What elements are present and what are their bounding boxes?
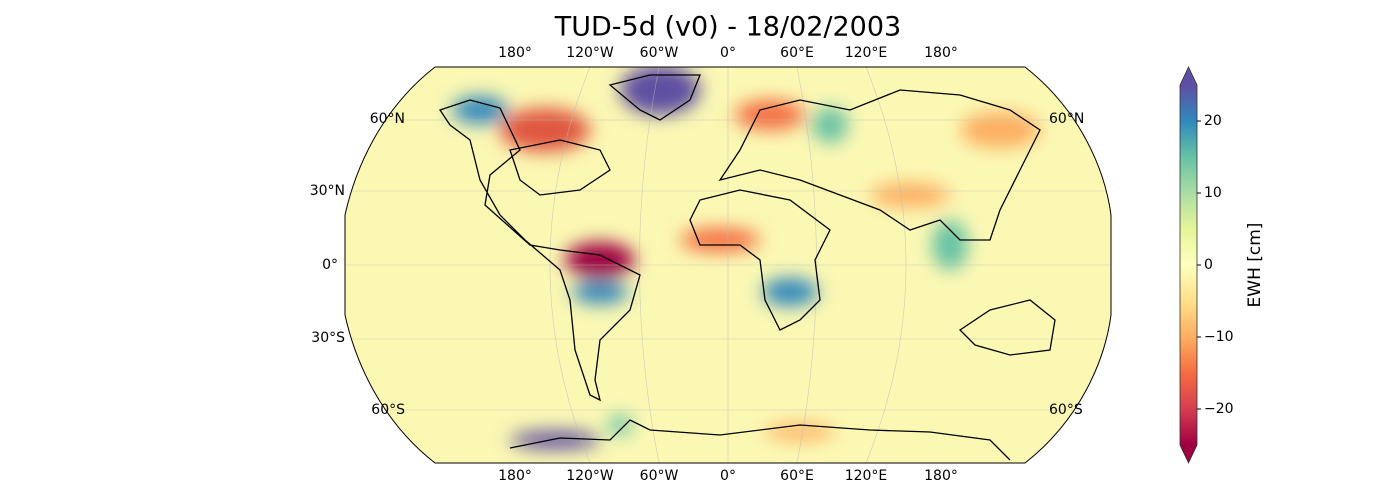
colorbar: −20 −10 0 10 20 EWH [cm] bbox=[1179, 66, 1265, 464]
lat-label: 0° bbox=[322, 257, 338, 273]
lon-label: 180° bbox=[498, 45, 532, 61]
colorbar-tick-label: 0 bbox=[1204, 257, 1213, 273]
lat-label: 30°S bbox=[311, 330, 345, 346]
map-border bbox=[344, 66, 1112, 464]
map-field bbox=[345, 67, 1111, 463]
lon-label: 120°E bbox=[845, 468, 888, 484]
graticule-labels: 180° 120°W 60°W 0° 60°E 120°E 180° 180° 120°W 60°… bbox=[310, 45, 1085, 484]
colorbar-extend-low bbox=[1180, 445, 1197, 463]
colorbar-tick-label: −20 bbox=[1204, 401, 1234, 417]
lon-label: 180° bbox=[924, 45, 958, 61]
lat-label: 60°N bbox=[1049, 111, 1084, 127]
lon-label: 60°E bbox=[780, 45, 814, 61]
lat-label: 60°S bbox=[1049, 402, 1083, 418]
graticule bbox=[345, 67, 1111, 463]
lon-label: 120°E bbox=[845, 45, 888, 61]
lat-label: 30°N bbox=[310, 183, 345, 199]
title: TUD-5d (v0) - 18/02/2003 bbox=[554, 12, 901, 43]
lon-label: 180° bbox=[924, 468, 958, 484]
colorbar-outline bbox=[1179, 66, 1198, 464]
colorbar-tick-label: −10 bbox=[1204, 329, 1234, 345]
lon-label: 0° bbox=[720, 468, 736, 484]
coastlines bbox=[438, 74, 1056, 461]
colorbar-label: EWH [cm] bbox=[1245, 223, 1265, 308]
lon-label: 120°W bbox=[566, 468, 614, 484]
colorbar-body bbox=[1180, 85, 1197, 445]
colorbar-extend-high bbox=[1180, 67, 1197, 85]
colorbar-tick-label: 20 bbox=[1204, 113, 1222, 129]
lon-label: 60°W bbox=[640, 45, 679, 61]
lon-label: 60°E bbox=[780, 468, 814, 484]
colorbar-tick-label: 10 bbox=[1204, 185, 1222, 201]
lon-label: 120°W bbox=[566, 45, 614, 61]
lon-label: 180° bbox=[498, 468, 532, 484]
lat-label: 60°N bbox=[370, 111, 405, 127]
lon-label: 60°W bbox=[640, 468, 679, 484]
lon-label: 0° bbox=[720, 45, 736, 61]
lat-label: 60°S bbox=[371, 402, 405, 418]
